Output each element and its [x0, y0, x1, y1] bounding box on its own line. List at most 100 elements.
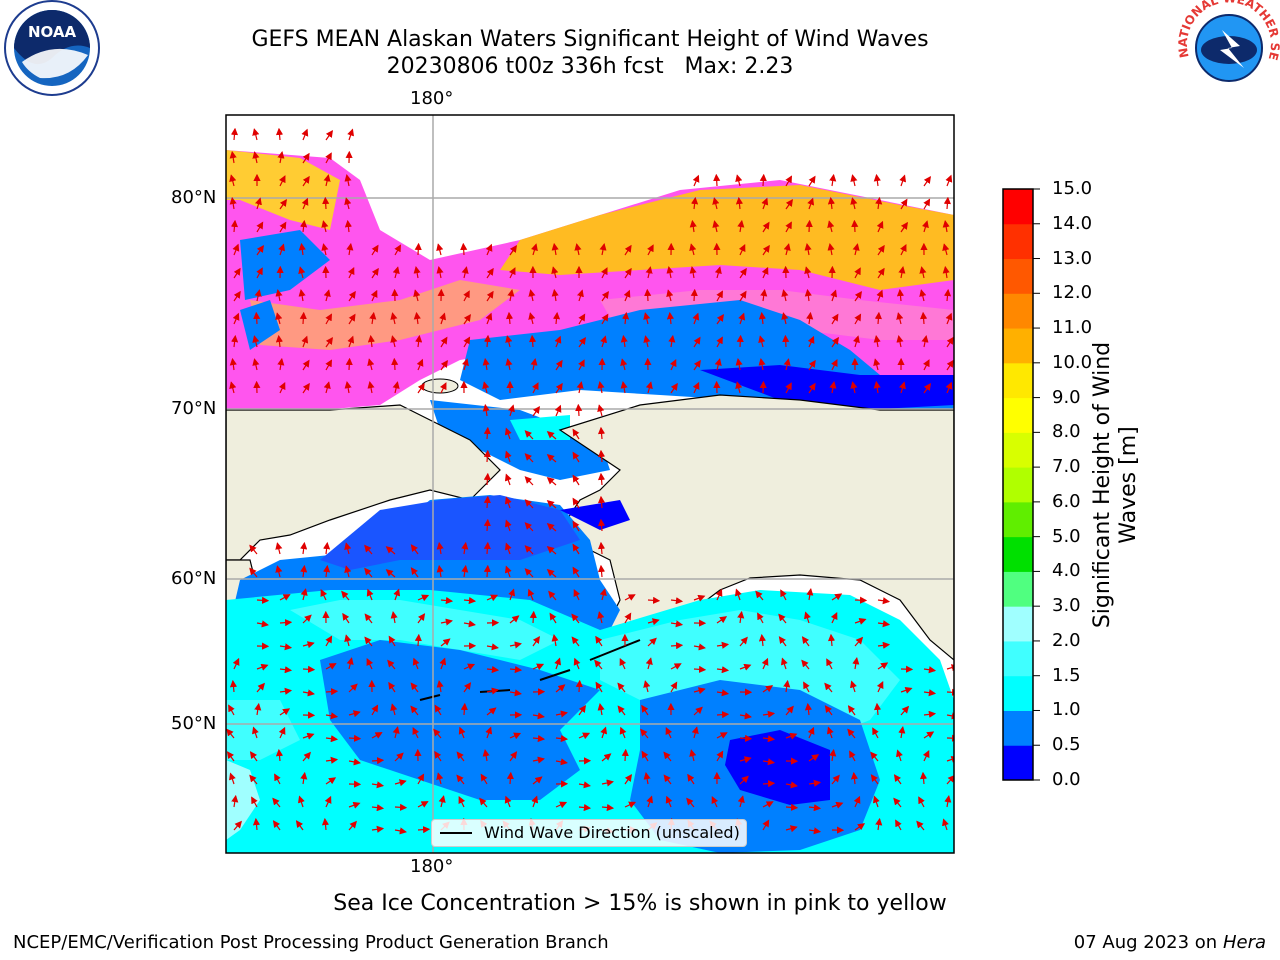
- wave-arrow: [325, 130, 333, 141]
- wave-arrow: [392, 266, 400, 279]
- wave-arrow: [532, 756, 545, 764]
- wave-arrow: [601, 803, 615, 812]
- wave-arrow: [643, 680, 651, 693]
- wave-arrow: [531, 795, 539, 808]
- wave-arrow: [254, 289, 262, 302]
- wave-arrow: [461, 541, 469, 555]
- wave-arrow: [670, 681, 678, 693]
- wave-arrow: [279, 221, 287, 233]
- wave-arrow: [601, 313, 609, 325]
- wave-arrow: [850, 771, 859, 785]
- map-frame: [225, 114, 955, 854]
- wave-arrow: [370, 289, 378, 302]
- svg-text:NATIONAL WEATHER SERVICE: NATIONAL WEATHER SERVICE: [0, 0, 1280, 62]
- wave-arrow: [298, 266, 306, 279]
- wave-arrow: [597, 472, 606, 486]
- wave-arrow: [256, 221, 264, 233]
- wave-arrow: [645, 381, 653, 394]
- wave-arrow: [298, 242, 306, 256]
- wave-arrow: [647, 618, 660, 626]
- wave-arrow: [807, 335, 815, 348]
- wave-arrow: [762, 780, 776, 788]
- wave-arrow: [761, 197, 769, 210]
- wave-arrow: [394, 803, 408, 811]
- wave-arrow: [348, 683, 358, 693]
- wave-arrow: [853, 795, 861, 808]
- wave-arrow: [528, 289, 536, 302]
- wave-arrow: [325, 359, 332, 371]
- wave-arrow: [801, 636, 810, 647]
- wave-arrow: [899, 381, 906, 394]
- wave-arrow: [233, 267, 241, 279]
- wave-arrow: [532, 406, 540, 417]
- wave-arrow: [738, 244, 746, 256]
- wave-arrow: [572, 543, 580, 555]
- wave-arrow: [413, 289, 421, 302]
- wave-arrow: [434, 750, 442, 762]
- wave-arrow: [578, 359, 585, 371]
- wave-arrow: [595, 635, 603, 647]
- wave-arrow: [342, 612, 350, 624]
- wave-arrow: [597, 426, 606, 440]
- wave-arrow: [385, 569, 396, 578]
- wave-arrow: [275, 334, 283, 348]
- wave-arrow: [390, 335, 398, 348]
- wave-arrow: [670, 620, 684, 628]
- wave-arrow: [758, 358, 766, 371]
- wave-arrow: [417, 801, 429, 808]
- wave-arrow: [249, 751, 258, 762]
- wave-arrow: [392, 726, 400, 739]
- wave-arrow: [345, 357, 353, 371]
- wave-arrow: [485, 726, 493, 739]
- wave-arrow: [325, 735, 339, 743]
- wave-arrow: [346, 657, 354, 670]
- wave-arrow: [758, 633, 767, 647]
- wave-arrow: [827, 633, 836, 647]
- wave-arrow: [509, 665, 523, 674]
- wave-arrow: [946, 664, 954, 672]
- wave-arrow: [873, 335, 881, 348]
- wave-arrow: [734, 588, 742, 601]
- colorbar-tick-label: 0.5: [1052, 734, 1081, 756]
- wave-arrow: [693, 643, 706, 651]
- wave-arrow: [647, 596, 661, 604]
- wave-arrow: [456, 774, 465, 785]
- wave-arrow: [599, 588, 607, 601]
- wave-arrow: [524, 568, 534, 578]
- wave-arrow: [716, 314, 724, 325]
- wave-arrow: [807, 197, 815, 210]
- wave-arrow: [663, 774, 672, 785]
- wave-arrow: [552, 311, 561, 325]
- wave-arrow: [323, 541, 331, 555]
- wave-arrow: [438, 795, 446, 808]
- wave-arrow: [344, 381, 352, 394]
- wave-arrow: [874, 311, 882, 325]
- wave-arrow: [229, 357, 237, 371]
- wave-arrow: [275, 312, 283, 325]
- wave-arrow: [302, 359, 310, 371]
- wave-arrow: [509, 615, 520, 624]
- colorbar-tick-label: 14.0: [1052, 212, 1093, 234]
- colorbar-tick-label: 6.0: [1052, 490, 1081, 512]
- wave-arrow: [255, 197, 262, 210]
- wave-arrow: [693, 359, 701, 371]
- wave-arrow: [344, 219, 352, 233]
- wave-arrow: [574, 243, 582, 256]
- wave-arrow: [278, 243, 285, 256]
- colorbar-tick-label: 15.0: [1052, 178, 1093, 199]
- wave-arrow: [735, 174, 743, 187]
- wave-arrow: [277, 357, 285, 371]
- wave-arrow: [532, 636, 540, 647]
- wave-arrow: [300, 541, 308, 555]
- footer-date: 07 Aug 2023: [1073, 932, 1190, 953]
- wave-arrow: [483, 541, 491, 555]
- wave-arrow: [252, 128, 260, 141]
- wave-arrow: [755, 590, 764, 601]
- wave-arrow: [693, 665, 707, 673]
- wave-arrow: [348, 820, 357, 831]
- wave-arrow: [716, 666, 730, 674]
- wave-arrow: [412, 727, 420, 739]
- lat-label-70: 70°N: [171, 398, 217, 419]
- wave-arrow: [601, 753, 612, 762]
- wave-arrow: [801, 659, 810, 670]
